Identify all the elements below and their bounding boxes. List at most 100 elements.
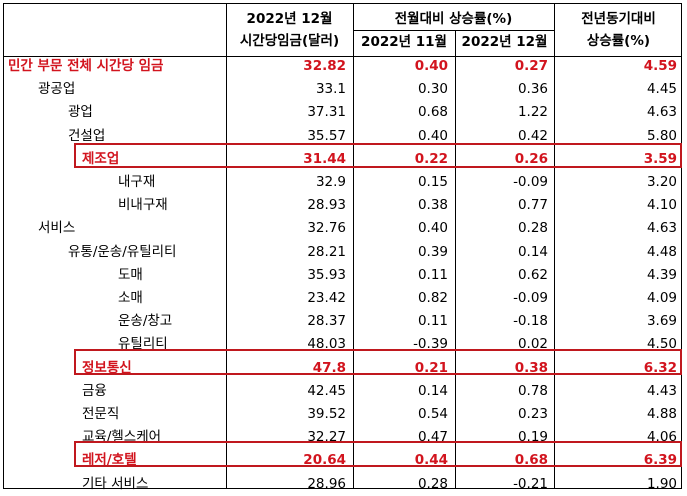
wage-cell: 28.93 [307, 197, 346, 214]
dec-change-cell: -0.21 [513, 475, 548, 492]
table-row: 유통/운송/유틸리티 28.21 0.39 0.14 4.48 [4, 241, 681, 264]
wage-cell: 23.42 [307, 290, 346, 306]
row-label: 광공업 [38, 81, 76, 98]
wage-cell: 48.03 [307, 336, 346, 353]
yoy-change-cell: 3.59 [643, 150, 677, 167]
row-label: 도매 [118, 266, 143, 283]
table-row: 전문직 39.52 0.54 0.23 4.88 [4, 403, 681, 426]
nov-change-cell: 0.82 [417, 290, 448, 306]
nov-change-cell: 0.30 [417, 81, 448, 98]
dec-change-cell: 1.22 [517, 104, 548, 121]
table-row: 내구재 32.9 0.15 -0.09 3.20 [4, 171, 681, 194]
dec-change-cell: 0.02 [517, 336, 548, 353]
row-label: 유통/운송/유틸리티 [68, 243, 177, 260]
yoy-change-cell: 4.43 [646, 382, 677, 399]
row-label: 정보통신 [82, 359, 132, 376]
wage-cell: 47.8 [312, 359, 346, 376]
row-label: 소매 [118, 290, 143, 306]
nov-change-cell: 0.40 [417, 220, 448, 237]
nov-change-cell: 0.28 [417, 475, 448, 492]
header-yoy-line1: 전년동기대비 [581, 11, 656, 27]
header-wage-line1: 2022년 12월 [246, 11, 333, 27]
table-row: 비내구재 28.93 0.38 0.77 4.10 [4, 194, 681, 217]
table-row: 도매 35.93 0.11 0.62 4.39 [4, 264, 681, 287]
nov-change-cell: 0.11 [417, 266, 448, 283]
table-row: 정보통신 47.8 0.21 0.38 6.32 [4, 357, 681, 380]
nov-change-cell: 0.40 [414, 58, 448, 74]
row-label: 서비스 [38, 220, 76, 237]
header-mom-group: 전월대비 상승률(%) [394, 11, 513, 27]
row-label: 전문직 [82, 406, 120, 422]
header-dec: 2022년 12월 [461, 34, 548, 50]
wage-cell: 39.52 [307, 406, 346, 422]
table-row: 기타 서비스 28.96 0.28 -0.21 1.90 [4, 473, 681, 496]
dec-change-cell: 0.77 [517, 197, 548, 214]
dec-change-cell: 0.38 [514, 359, 548, 376]
row-label: 레저/호텔 [82, 452, 137, 469]
yoy-change-cell: 6.39 [643, 452, 677, 469]
row-label: 광업 [68, 104, 93, 121]
yoy-change-cell: 3.69 [646, 313, 677, 330]
nov-change-cell: -0.39 [413, 336, 448, 353]
wage-cell: 28.21 [307, 243, 346, 260]
wage-table: 2022년 12월 시간당임금(달러) 전월대비 상승률(%) 2022년 11… [3, 3, 682, 492]
row-label: 유틸리티 [118, 336, 168, 353]
row-label: 내구재 [118, 174, 156, 190]
table-row: 제조업 31.44 0.22 0.26 3.59 [4, 148, 681, 171]
header-nov: 2022년 11월 [361, 34, 447, 50]
row-label: 기타 서비스 [82, 475, 149, 492]
wage-cell: 35.57 [307, 127, 346, 144]
dec-change-cell: -0.09 [513, 290, 548, 306]
table-row: 금융 42.45 0.14 0.78 4.43 [4, 380, 681, 403]
nov-change-cell: 0.54 [417, 406, 448, 422]
nov-change-cell: 0.40 [417, 127, 448, 144]
table-row: 광공업 33.1 0.30 0.36 4.45 [4, 78, 681, 101]
dec-change-cell: 0.23 [517, 406, 548, 422]
table-row: 민간 부문 전체 시간당 임금 32.82 0.40 0.27 4.59 [4, 55, 681, 78]
header-wage-line2: 시간당임금(달러) [239, 33, 340, 49]
dec-change-cell: 0.26 [514, 150, 548, 167]
dec-change-cell: 0.42 [517, 127, 548, 144]
nov-change-cell: 0.44 [414, 452, 448, 469]
nov-change-cell: 0.11 [417, 313, 448, 330]
wage-cell: 32.9 [315, 174, 346, 190]
yoy-change-cell: 4.59 [643, 58, 677, 74]
dec-change-cell: 0.78 [517, 382, 548, 399]
dec-change-cell: 0.68 [514, 452, 548, 469]
highlight-box-leisure [74, 441, 682, 467]
wage-cell: 42.45 [307, 382, 346, 399]
highlight-box-manufacturing [74, 143, 682, 168]
wage-cell: 32.76 [307, 220, 346, 237]
row-label: 금융 [82, 382, 107, 399]
yoy-change-cell: 3.20 [646, 174, 677, 190]
nov-change-cell: 0.15 [417, 174, 448, 190]
nov-change-cell: 0.39 [417, 243, 448, 260]
row-label: 운송/창고 [118, 313, 173, 330]
yoy-change-cell: 4.88 [646, 406, 677, 422]
table-row: 운송/창고 28.37 0.11 -0.18 3.69 [4, 310, 681, 333]
row-label: 비내구재 [118, 197, 168, 214]
dec-change-cell: 0.28 [517, 220, 548, 237]
table-row: 소매 23.42 0.82 -0.09 4.09 [4, 287, 681, 310]
dec-change-cell: 0.36 [517, 81, 548, 98]
dec-change-cell: 0.62 [517, 266, 548, 283]
table-row: 서비스 32.76 0.40 0.28 4.63 [4, 217, 681, 240]
wage-cell: 28.96 [307, 475, 346, 492]
table-row: 레저/호텔 20.64 0.44 0.68 6.39 [4, 449, 681, 472]
wage-cell: 28.37 [307, 313, 346, 330]
highlight-box-information [74, 349, 682, 375]
yoy-change-cell: 6.32 [643, 359, 677, 376]
row-label: 제조업 [82, 150, 120, 167]
yoy-change-cell: 4.09 [646, 290, 677, 306]
dec-change-cell: 0.14 [517, 243, 548, 260]
yoy-change-cell: 5.80 [646, 127, 677, 144]
table-row: 유틸리티 48.03 -0.39 0.02 4.50 [4, 333, 681, 356]
yoy-change-cell: 4.10 [646, 197, 677, 214]
yoy-change-cell: 4.48 [646, 243, 677, 260]
dec-change-cell: 0.27 [514, 58, 548, 74]
wage-cell: 35.93 [307, 266, 346, 283]
nov-change-cell: 0.38 [417, 197, 448, 214]
nov-change-cell: 0.22 [414, 150, 448, 167]
table-row: 건설업 35.57 0.40 0.42 5.80 [4, 125, 681, 148]
yoy-change-cell: 4.63 [646, 220, 677, 237]
